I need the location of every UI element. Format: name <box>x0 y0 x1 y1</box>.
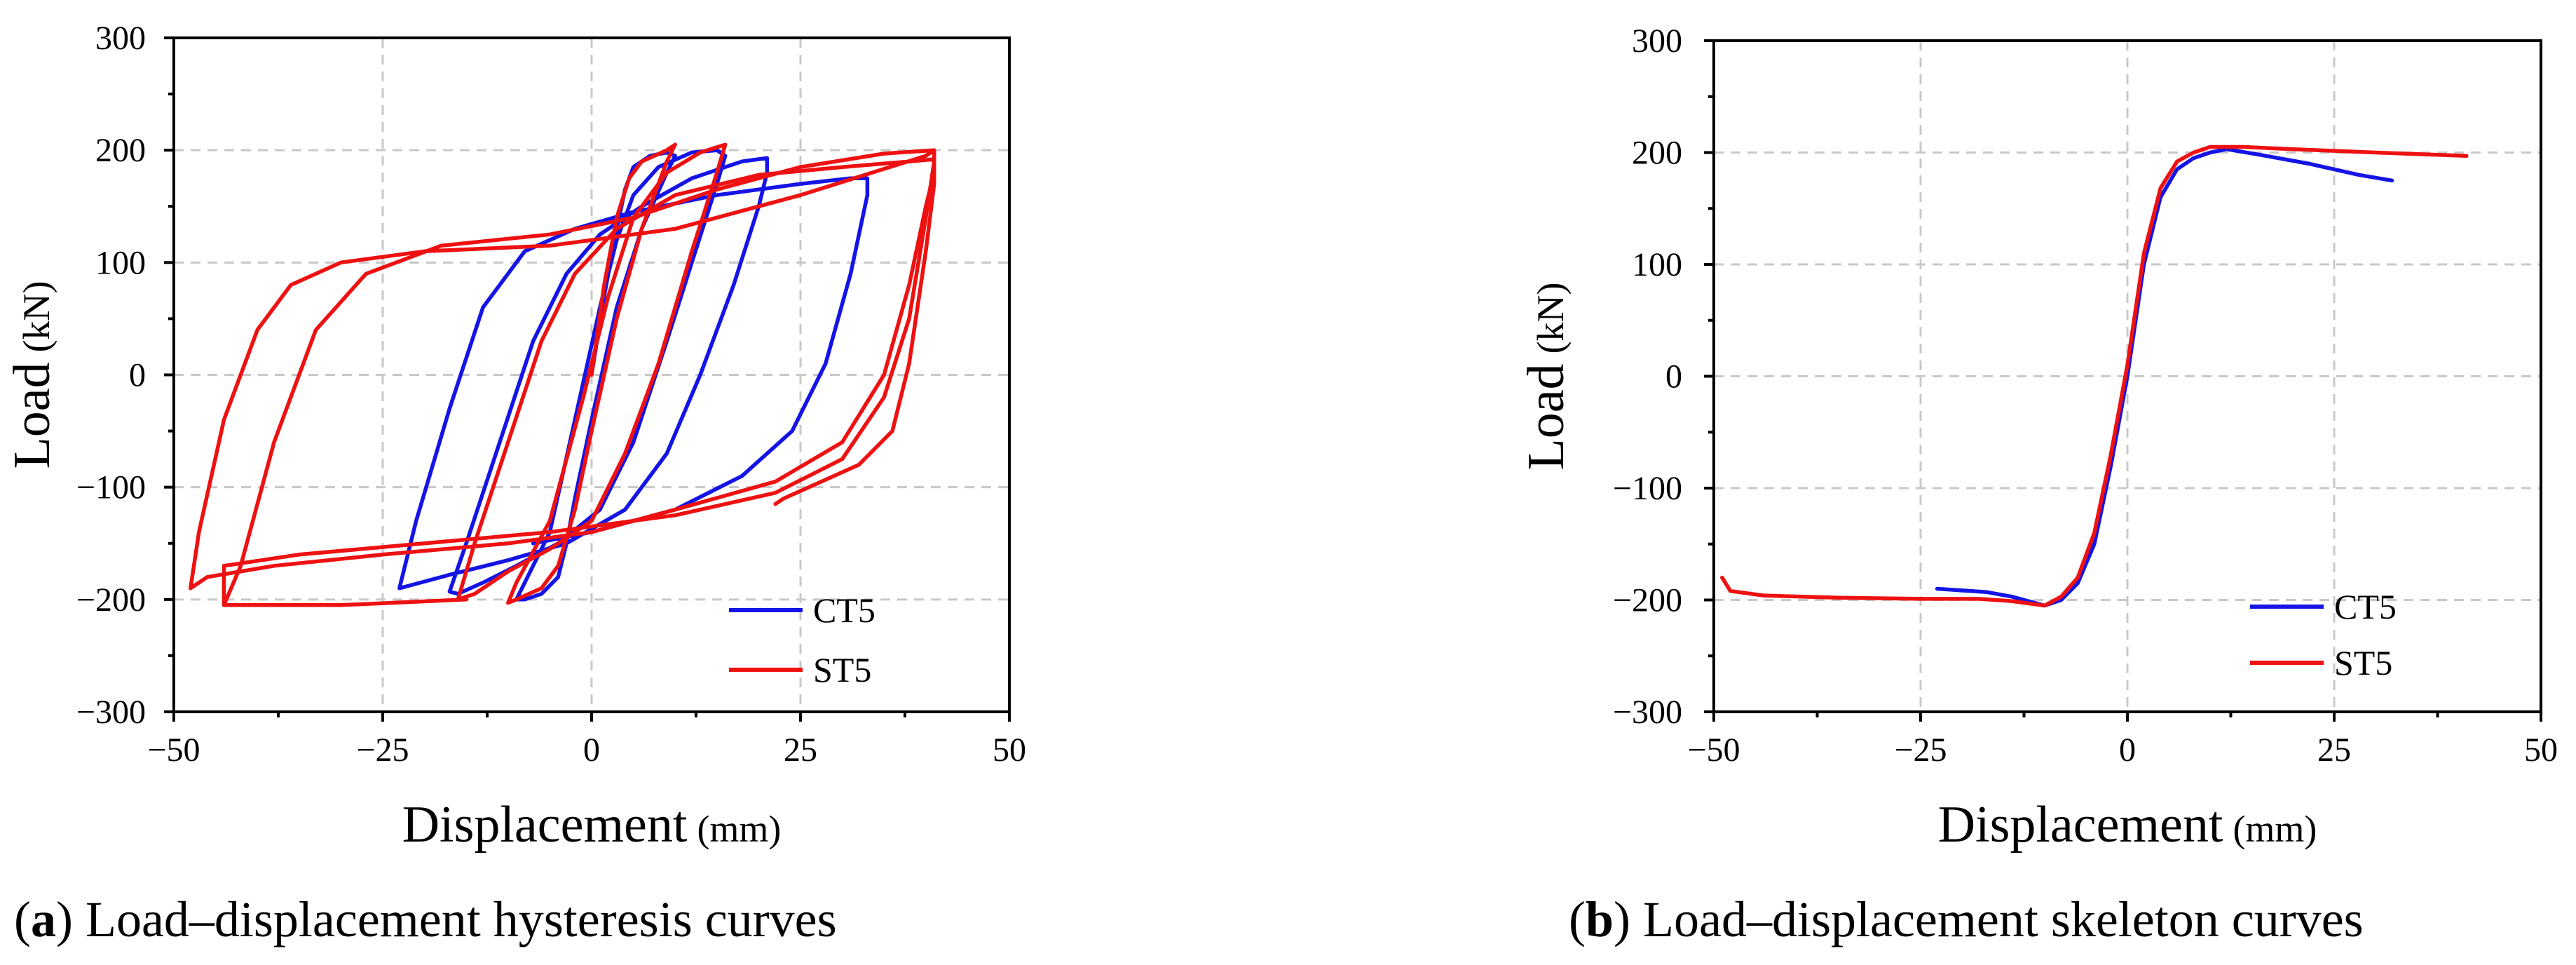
x-tick-label: 50 <box>2524 731 2558 769</box>
legend-ct5-label: CT5 <box>2334 587 2397 626</box>
x-tick-label: 25 <box>784 731 817 769</box>
y-axis-label: Load <box>4 362 61 468</box>
caption-a: (a) Load–displacement hysteresis curves <box>14 891 837 947</box>
y-axis-unit: (kN) <box>15 281 57 352</box>
x-tick-label: 0 <box>2119 731 2136 769</box>
series-st5-large-loop-line <box>222 148 936 607</box>
axis-ticks: −50 −25 0 25 50 −300 −200 −100 0 100 200 300 <box>1613 22 2558 769</box>
x-axis-unit: (mm) <box>2233 808 2317 850</box>
series-ct5-line <box>1935 147 2394 608</box>
y-tick-label: −200 <box>76 581 146 619</box>
series-st5-line <box>1720 144 2469 608</box>
x-tick-label: 50 <box>993 731 1026 769</box>
caption-b-label: b <box>1586 891 1614 947</box>
x-axis-unit: (mm) <box>697 808 781 850</box>
axis-ticks: −50 −25 0 25 50 −300 −200 −100 0 100 200 300 <box>76 20 1026 769</box>
y-tick-label: 100 <box>1632 246 1682 283</box>
legend-st5-label: ST5 <box>2334 643 2392 682</box>
caption-b: (b) Load–displacement skeleton curves <box>1569 891 2364 947</box>
legend: CT5 ST5 <box>2250 587 2397 682</box>
x-axis-title: Displacement (mm) <box>402 796 782 853</box>
y-tick-label: 300 <box>95 20 146 57</box>
series-st5-line <box>189 142 936 605</box>
y-tick-label: −300 <box>76 694 146 731</box>
x-axis-title: Displacement (mm) <box>1938 796 2317 853</box>
y-tick-label: 300 <box>1632 22 1682 60</box>
y-tick-label: −100 <box>1613 470 1682 507</box>
y-axis-title: Load (kN) <box>1518 282 1575 470</box>
y-axis-label: Load <box>1518 363 1575 470</box>
legend-st5-label: ST5 <box>813 650 871 689</box>
chart-series <box>1720 144 2469 608</box>
y-tick-label: −300 <box>1613 694 1682 731</box>
x-tick-label: −50 <box>147 731 200 769</box>
y-tick-label: 100 <box>95 244 146 281</box>
caption-a-text: Load–displacement hysteresis curves <box>86 891 837 947</box>
x-axis-label: Displacement <box>1938 796 2223 853</box>
hysteresis-chart: −50 −25 0 25 50 −300 −200 −100 0 100 200 300 Load (k… <box>4 20 1026 947</box>
x-tick-label: −25 <box>1894 731 1947 769</box>
caption-a-label: a <box>31 891 56 947</box>
y-tick-label: −100 <box>76 469 146 506</box>
skeleton-chart: −50 −25 0 25 50 −300 −200 −100 0 100 200 300 Load (k… <box>1518 22 2558 947</box>
x-axis-label: Displacement <box>402 796 688 853</box>
x-tick-label: 25 <box>2317 731 2351 769</box>
y-axis-title: Load (kN) <box>4 281 61 468</box>
y-tick-label: 0 <box>129 357 146 394</box>
y-axis-unit: (kN) <box>1529 282 1572 353</box>
legend-ct5-label: CT5 <box>813 591 875 630</box>
x-tick-label: −25 <box>356 731 409 769</box>
y-tick-label: 0 <box>1665 358 1682 396</box>
caption-b-text: Load–displacement skeleton curves <box>1643 891 2364 947</box>
legend: CT5 ST5 <box>729 591 875 689</box>
x-tick-label: −50 <box>1687 731 1740 769</box>
x-tick-label: 0 <box>583 731 600 769</box>
chart-series <box>189 142 936 607</box>
y-tick-label: 200 <box>95 132 146 169</box>
y-tick-label: 200 <box>1632 135 1682 172</box>
y-tick-label: −200 <box>1613 582 1682 619</box>
